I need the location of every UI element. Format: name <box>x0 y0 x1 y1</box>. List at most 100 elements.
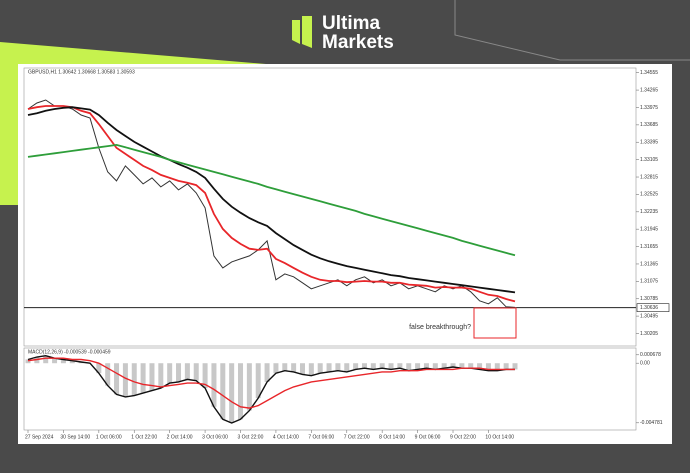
histogram-bar <box>397 363 403 369</box>
histogram-bar <box>299 363 305 375</box>
histogram-bar <box>184 363 190 380</box>
histogram-bar <box>415 363 421 370</box>
brand-line2: Markets <box>322 32 394 53</box>
logo-mark <box>302 16 312 48</box>
histogram-bar <box>140 363 146 394</box>
decor-line <box>454 0 561 61</box>
histogram-bar <box>388 363 394 370</box>
histogram-bar <box>335 363 341 371</box>
histogram-bar <box>308 363 314 376</box>
histogram-bar <box>450 363 456 367</box>
histogram-bar <box>459 363 465 369</box>
y-tick-label: 1.31075 <box>640 279 658 285</box>
histogram-bar <box>353 363 359 370</box>
histogram-bar <box>406 363 412 371</box>
series-line <box>27 105 516 303</box>
y-tick-label: 0.000678 <box>640 352 661 358</box>
x-tick-label: 7 Oct 22:00 <box>344 434 370 440</box>
histogram-bar <box>122 363 128 397</box>
y-tick-label: 1.32525 <box>640 192 658 198</box>
x-tick-label: 10 Oct 14:00 <box>485 434 514 440</box>
histogram-bar <box>193 363 199 381</box>
histogram-bar <box>238 363 244 420</box>
highlight-box <box>473 307 517 339</box>
y-tick-label: 0.00 <box>640 361 650 367</box>
histogram-bar <box>176 363 182 382</box>
histogram-bar <box>52 358 58 364</box>
histogram-bar <box>25 359 31 364</box>
histogram-bar <box>131 363 137 396</box>
x-tick-label: 1 Oct 06:00 <box>96 434 122 440</box>
x-tick-label: 3 Oct 22:00 <box>238 434 264 440</box>
price-title: GBPUSD,H1 1.30642 1.30668 1.30583 1.3059… <box>28 69 135 75</box>
histogram-bar <box>43 355 49 364</box>
y-tick-label: 1.31945 <box>640 227 658 233</box>
y-tick-label: 1.32815 <box>640 174 658 180</box>
histogram-bar <box>60 359 66 364</box>
x-tick-label: 3 Oct 06:00 <box>202 434 228 440</box>
histogram-bar <box>326 363 332 372</box>
histogram-bar <box>291 363 297 372</box>
histogram-bar <box>317 363 323 374</box>
histogram-bar <box>361 363 367 369</box>
histogram-bar <box>485 363 491 371</box>
accent <box>0 42 290 205</box>
histogram-bar <box>211 363 217 407</box>
price-frame <box>23 67 637 347</box>
x-tick-label: 8 Oct 14:00 <box>379 434 405 440</box>
brand-line1: Ultima <box>322 13 381 34</box>
histogram-bar <box>264 363 270 382</box>
series-line <box>27 99 516 308</box>
histogram-bar <box>282 363 288 371</box>
series-line <box>27 106 516 294</box>
y-tick-label: 1.31365 <box>640 261 658 267</box>
x-tick-label: 30 Sep 14:00 <box>60 434 90 440</box>
x-tick-label: 27 Sep 2024 <box>25 434 54 440</box>
price-label: 1.30636 <box>640 305 658 311</box>
macd-frame <box>23 347 637 431</box>
price-label-box <box>636 303 670 312</box>
histogram-bar <box>468 363 474 369</box>
histogram-bar <box>158 363 164 389</box>
series-line <box>27 143 516 257</box>
histogram-bar <box>220 363 226 420</box>
x-tick-label: 9 Oct 06:00 <box>415 434 441 440</box>
y-tick-label: 1.30205 <box>640 331 658 337</box>
histogram-bar <box>273 363 279 374</box>
y-tick-label: 1.33975 <box>640 105 658 111</box>
plot: 1.34555 1.34265 1.33975 1.33685 1.33395 1.331… <box>24 70 670 440</box>
histogram-bar <box>494 363 500 371</box>
logo: Ultima Markets <box>292 13 394 53</box>
histogram-bar <box>202 363 208 389</box>
x-tick-label: 1 Oct 22:00 <box>131 434 157 440</box>
logo-mark <box>292 20 300 44</box>
annotation: false breakthrough? <box>409 324 471 331</box>
histogram-bar <box>477 363 483 370</box>
histogram-bar <box>96 363 102 374</box>
y-tick-label: 1.34265 <box>640 87 658 93</box>
histogram-bar <box>512 363 518 370</box>
x-tick-label: 7 Oct 06:00 <box>308 434 334 440</box>
histogram-bar <box>167 363 173 384</box>
histogram-bar <box>255 363 261 399</box>
y-tick-label: 1.30785 <box>640 296 658 302</box>
y-tick-label: 1.30495 <box>640 313 658 319</box>
histogram-bar <box>441 363 447 369</box>
y-tick-label: -0.004781 <box>640 420 663 426</box>
histogram-bar <box>432 363 438 370</box>
histogram-bar <box>344 363 350 372</box>
y-tick-label: 1.31655 <box>640 244 658 250</box>
histogram-bar <box>503 363 509 370</box>
x-tick-label: 2 Oct 14:00 <box>167 434 193 440</box>
histogram-bar <box>105 363 111 386</box>
y-tick-label: 1.34555 <box>640 70 658 76</box>
histogram-bar <box>229 363 235 424</box>
x-tick-label: 9 Oct 22:00 <box>450 434 476 440</box>
y-tick-label: 1.33395 <box>640 140 658 146</box>
histogram-bar <box>69 360 75 364</box>
histogram-bar <box>149 363 155 391</box>
y-tick-label: 1.33105 <box>640 157 658 163</box>
x-tick-label: 4 Oct 14:00 <box>273 434 299 440</box>
y-tick-label: 1.33685 <box>640 122 658 128</box>
